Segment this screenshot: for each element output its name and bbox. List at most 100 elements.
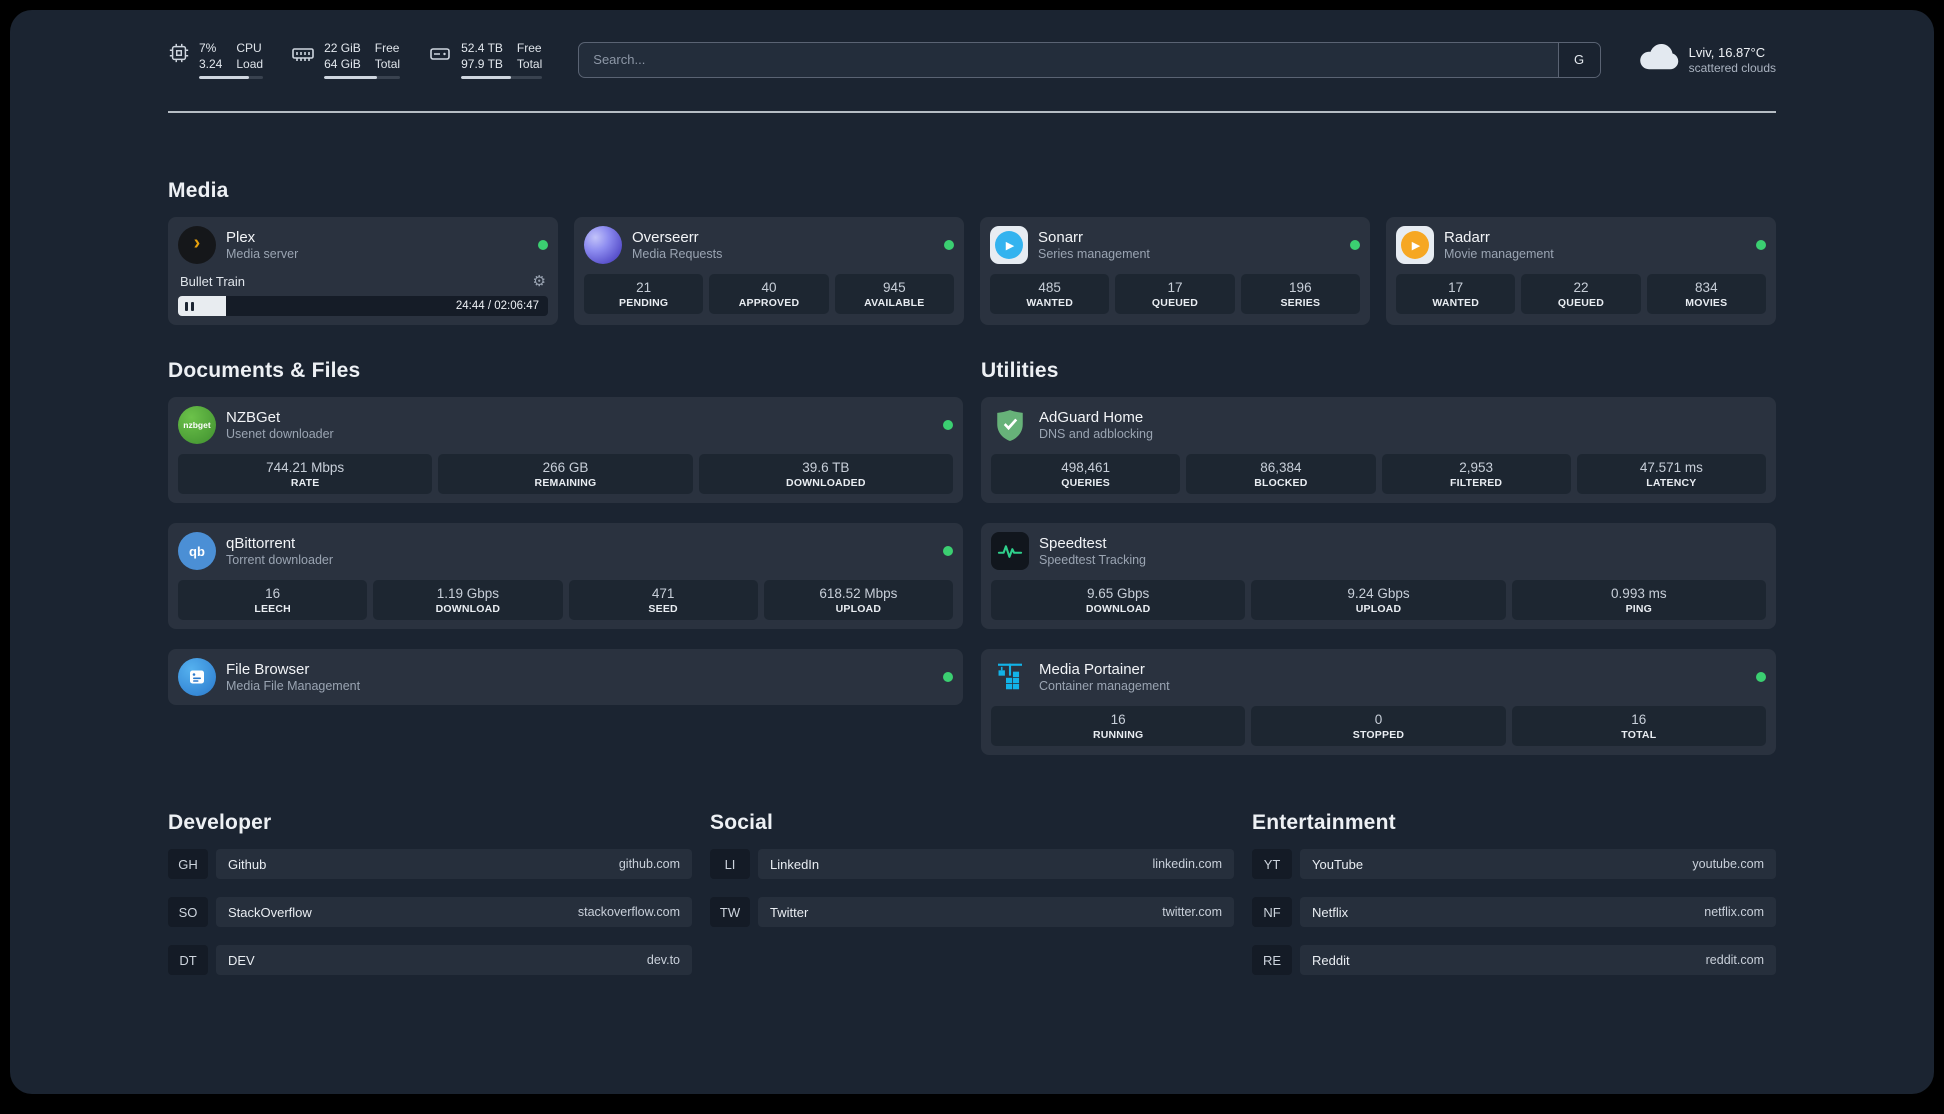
- bookmark-netflix[interactable]: NF Netflix netflix.com: [1252, 897, 1776, 928]
- status-dot: [943, 546, 953, 557]
- stat-queries: 498,461 QUERIES: [991, 454, 1181, 495]
- stat-ping: 0.993 ms PING: [1511, 580, 1766, 621]
- status-dot: [944, 240, 954, 251]
- service-card-portainer[interactable]: Media Portainer Container management 16 …: [981, 649, 1776, 756]
- now-playing-widget: Bullet Train ⚙ 24:44 / 02:06:47: [178, 272, 548, 317]
- bookmark-linkedin[interactable]: LI LinkedIn linkedin.com: [710, 849, 1234, 880]
- bookmark-name: LinkedIn: [770, 856, 820, 872]
- memory-free-value: 22 GiB: [324, 41, 361, 55]
- dashboard-content: 7% CPU 3.24 Load 22 GiB Free 64 G: [10, 10, 1934, 1094]
- stat-rate: 744.21 Mbps RATE: [178, 454, 433, 495]
- service-name: qBittorrent: [226, 535, 296, 553]
- bookmark-github[interactable]: GH Github github.com: [168, 849, 692, 880]
- cpu-load-value: 3.24: [199, 57, 223, 72]
- bookmark-name: YouTube: [1312, 856, 1364, 872]
- section-title-utilities: Utilities: [981, 359, 1059, 383]
- bookmark-abbr: SO: [168, 897, 208, 928]
- bookmark-abbr: LI: [710, 849, 750, 880]
- service-text: Media Portainer Container management: [1039, 661, 1170, 693]
- service-card-nzbget[interactable]: nzbget NZBGet Usenet downloader 744.21 M…: [168, 397, 963, 504]
- service-name: Media Portainer: [1039, 661, 1145, 679]
- service-name: Sonarr: [1038, 229, 1084, 247]
- memory-icon: [291, 42, 315, 71]
- section-title-entertainment: Entertainment: [1252, 811, 1396, 835]
- service-text: Plex Media server: [226, 229, 298, 261]
- memory-widget: 22 GiB Free 64 GiB Total: [291, 40, 401, 80]
- bookmark-url: dev.to: [646, 953, 680, 968]
- stat-stopped: 0 STOPPED: [1251, 706, 1506, 747]
- cpu-label: CPU: [236, 41, 262, 55]
- bookmark-url: reddit.com: [1705, 953, 1764, 968]
- playback-time: 24:44 / 02:06:47: [455, 300, 539, 313]
- sonarr-icon: ▶: [990, 226, 1028, 265]
- service-card-qbittorrent[interactable]: qb qBittorrent Torrent downloader 16 LEE…: [168, 523, 963, 630]
- weather-widget: Lviv, 16.87°C scattered clouds: [1637, 42, 1776, 77]
- weather-location: Lviv, 16.87°C: [1688, 44, 1766, 60]
- filebrowser-icon: [178, 658, 216, 697]
- service-text: Sonarr Series management: [1038, 229, 1150, 261]
- service-subtitle: DNS and adblocking: [1039, 427, 1153, 442]
- status-dot: [1350, 240, 1360, 251]
- bookmark-url: twitter.com: [1162, 905, 1222, 920]
- stat-downloaded: 39.6 TB DOWNLOADED: [698, 454, 953, 495]
- bookmark-url: linkedin.com: [1152, 857, 1222, 872]
- stat-remaining: 266 GB REMAINING: [438, 454, 693, 495]
- service-name: NZBGet: [226, 409, 281, 427]
- status-dot: [538, 240, 548, 251]
- bookmark-abbr: YT: [1252, 849, 1292, 880]
- now-playing-title: Bullet Train: [180, 273, 246, 289]
- bookmark-name: Github: [228, 856, 267, 872]
- service-name: Radarr: [1444, 229, 1490, 247]
- stat-movies: 834 MOVIES: [1646, 274, 1766, 315]
- section-title-developer: Developer: [168, 811, 272, 835]
- service-card-filebrowser[interactable]: File Browser Media File Management: [168, 649, 963, 706]
- seek-bar[interactable]: 24:44 / 02:06:47: [178, 296, 548, 317]
- bookmark-twitter[interactable]: TW Twitter twitter.com: [710, 897, 1234, 928]
- bookmark-dev[interactable]: DT DEV dev.to: [168, 945, 692, 976]
- service-card-radarr[interactable]: ▶ Radarr Movie management 17 WANTED 22 Q…: [1386, 217, 1776, 326]
- disk-free-label: Free: [516, 41, 542, 55]
- pause-icon[interactable]: [185, 301, 194, 311]
- service-subtitle: Media File Management: [226, 679, 361, 694]
- service-subtitle: Media Requests: [632, 247, 723, 262]
- service-text: File Browser Media File Management: [226, 661, 360, 693]
- search-input[interactable]: [578, 41, 1601, 78]
- service-name: Speedtest: [1039, 535, 1107, 553]
- memory-total-value: 64 GiB: [324, 57, 361, 72]
- disk-total-value: 97.9 TB: [461, 57, 503, 72]
- service-card-speedtest[interactable]: Speedtest Speedtest Tracking 9.65 Gbps D…: [981, 523, 1776, 630]
- service-text: Radarr Movie management: [1444, 229, 1554, 261]
- search-provider-button[interactable]: G: [1557, 42, 1600, 77]
- service-subtitle: Media server: [226, 247, 299, 262]
- cpu-load-label: Load: [236, 57, 264, 72]
- stat-running: 16 RUNNING: [991, 706, 1246, 747]
- memory-usage-bar: [324, 76, 401, 80]
- section-media: Media › Plex Media server Bullet Train ⚙: [168, 179, 1776, 326]
- nzbget-icon: nzbget: [178, 406, 216, 445]
- cpu-percent: 7%: [199, 41, 217, 55]
- service-subtitle: Container management: [1039, 679, 1170, 694]
- bookmark-youtube[interactable]: YT YouTube youtube.com: [1252, 849, 1776, 880]
- bookmark-name: DEV: [228, 952, 255, 968]
- service-card-overseerr[interactable]: Overseerr Media Requests 21 PENDING 40 A…: [574, 217, 964, 326]
- disk-usage-bar: [461, 76, 543, 80]
- stat-series: 196 SERIES: [1240, 274, 1360, 315]
- stat-wanted: 485 WANTED: [990, 274, 1110, 315]
- bookmark-stackoverflow[interactable]: SO StackOverflow stackoverflow.com: [168, 897, 692, 928]
- service-card-sonarr[interactable]: ▶ Sonarr Series management 485 WANTED 17…: [980, 217, 1370, 326]
- bookmark-reddit[interactable]: RE Reddit reddit.com: [1252, 945, 1776, 976]
- service-card-plex[interactable]: › Plex Media server Bullet Train ⚙: [168, 217, 558, 326]
- service-subtitle: Movie management: [1444, 247, 1554, 262]
- stat-blocked: 86,384 BLOCKED: [1186, 454, 1376, 495]
- bookmark-url: youtube.com: [1692, 857, 1764, 872]
- service-name: File Browser: [226, 661, 310, 679]
- section-documents: Documents & Files nzbget NZBGet Usenet d…: [168, 359, 963, 755]
- service-card-adguard[interactable]: AdGuard Home DNS and adblocking 498,461 …: [981, 397, 1776, 504]
- section-title-media: Media: [168, 179, 229, 203]
- bookmarks-social: Social LI LinkedIn linkedin.com TW Twitt…: [710, 811, 1234, 975]
- section-utilities: Utilities AdGuard Home DNS and adblockin…: [981, 359, 1776, 756]
- service-subtitle: Speedtest Tracking: [1039, 553, 1147, 568]
- bookmark-abbr: GH: [168, 849, 208, 880]
- gear-icon[interactable]: ⚙: [532, 273, 546, 291]
- service-name: AdGuard Home: [1039, 409, 1144, 427]
